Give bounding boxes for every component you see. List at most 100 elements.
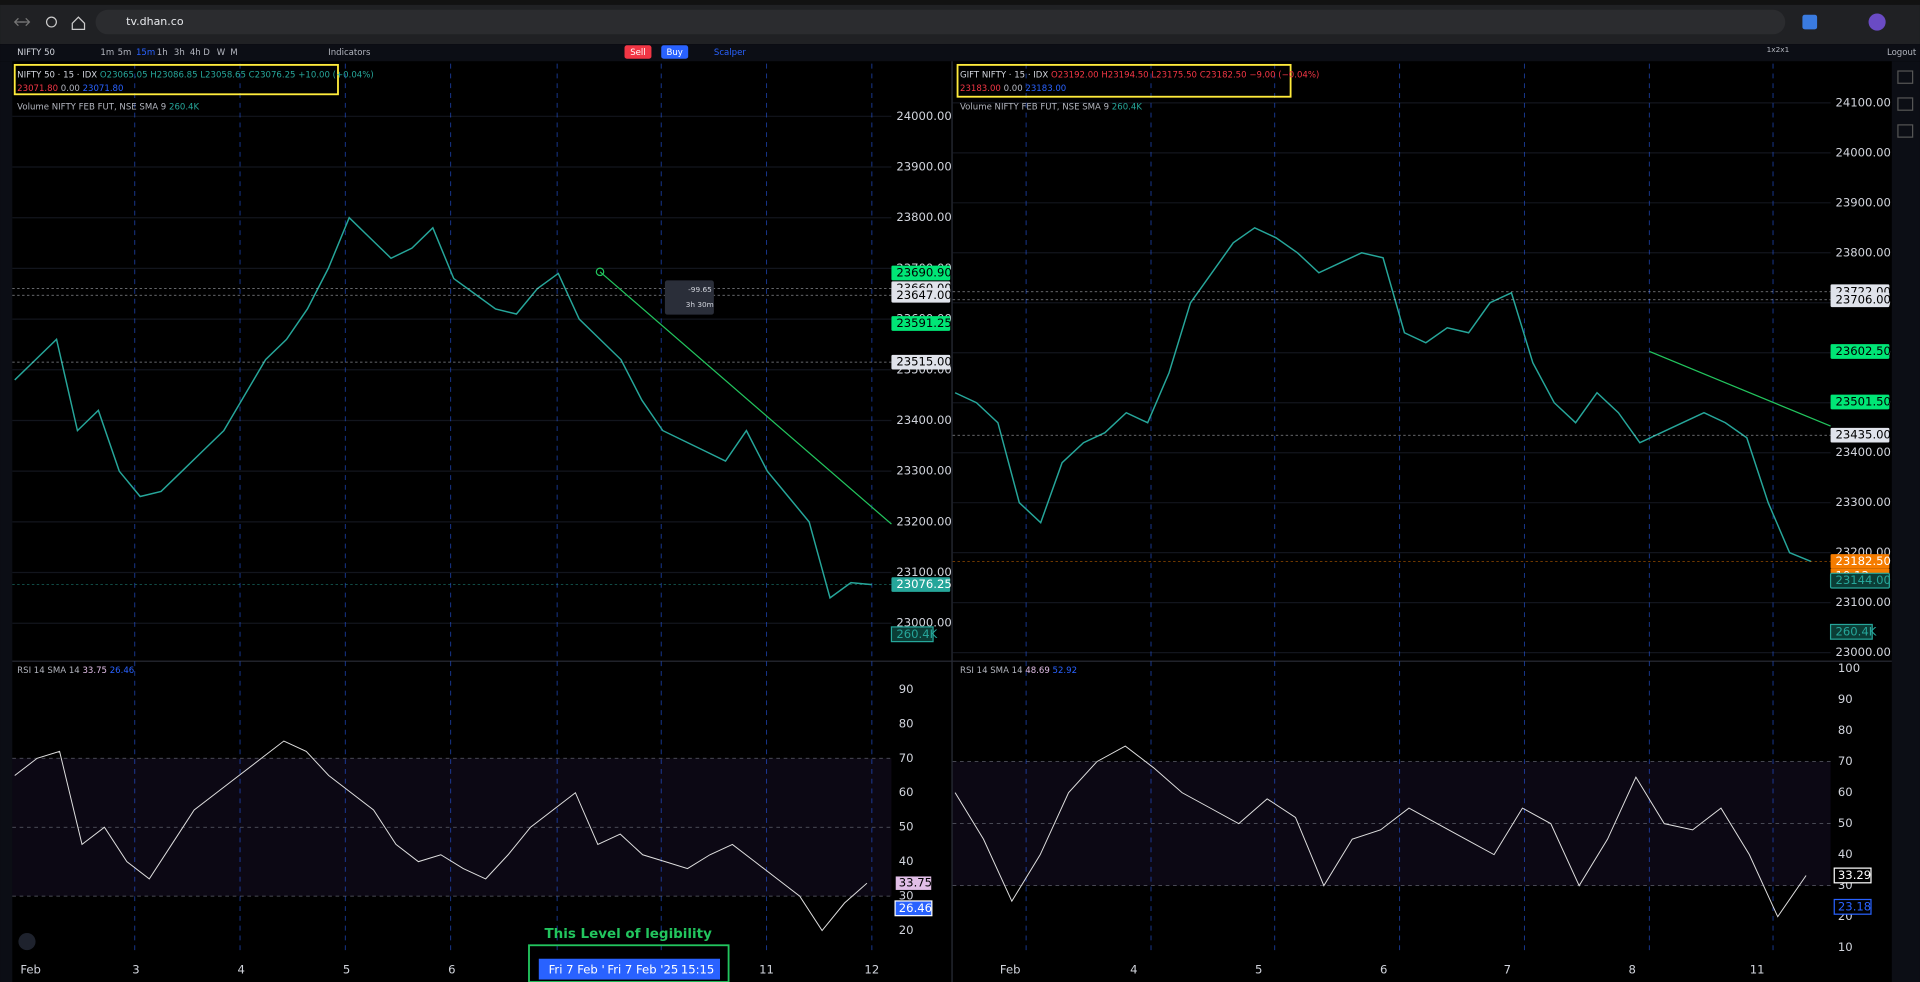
url: tv.dhan.co xyxy=(126,15,184,28)
interval-button[interactable]: 1m xyxy=(100,48,114,58)
price-tick-label: 23900.00 xyxy=(1835,195,1890,209)
rsi-line xyxy=(954,745,1807,918)
legend-highlight xyxy=(956,63,1292,98)
rsi-tick-label: 80 xyxy=(899,716,914,730)
price-tag xyxy=(1830,427,1890,443)
price-tick-label: 23000.00 xyxy=(1835,645,1890,659)
rsi-tag xyxy=(894,875,933,892)
layout-button[interactable]: 1x2x1 xyxy=(1767,45,1790,54)
scalper-button[interactable]: Scalper xyxy=(714,48,746,58)
right-sidebar xyxy=(1891,61,1920,982)
price-tag-label: 23076.25 xyxy=(896,577,951,591)
date-label: 4 xyxy=(238,962,245,976)
date-label: 4 xyxy=(1130,962,1137,976)
rsi-tick-label: 20 xyxy=(899,923,914,937)
reload-button[interactable] xyxy=(45,16,57,28)
interval-button[interactable]: 5m xyxy=(118,48,132,58)
date-label: Feb xyxy=(20,962,41,976)
rsi-tag xyxy=(1833,898,1872,915)
date-label: 8 xyxy=(1629,962,1636,976)
date-label: Feb xyxy=(1000,962,1021,976)
price-tag-label: 23591.25 xyxy=(896,316,951,330)
price-tick-label: 23800.00 xyxy=(896,210,951,224)
interval-button[interactable]: 4h xyxy=(190,48,201,58)
trend-line[interactable] xyxy=(599,271,892,525)
legend: NIFTY 50 · 15 · IDX O23065.05 H23086.85 … xyxy=(17,70,374,80)
price-tag xyxy=(1829,572,1890,589)
crosshair-date: Fri 7 Feb '25 xyxy=(607,962,678,976)
rsi-tick-label: 70 xyxy=(1838,754,1853,768)
price-tick-label: 23100.00 xyxy=(1835,595,1890,609)
price-tag-label: 23690.90 xyxy=(896,266,951,280)
rsi-tag xyxy=(1833,867,1872,884)
legend-item: 48.69 xyxy=(1025,665,1050,675)
interval-button[interactable]: 1h xyxy=(157,48,168,58)
annotation-text: This Level of legibility xyxy=(544,927,712,942)
indicators-button[interactable]: Indicators xyxy=(328,48,371,58)
interval-button[interactable]: 15m xyxy=(136,48,155,58)
rsi-line xyxy=(14,740,868,932)
interval-button[interactable]: M xyxy=(230,48,237,58)
price-tick-label: 23100.00 xyxy=(896,565,951,579)
tv-logo[interactable] xyxy=(18,933,36,951)
rsi-tick-label: 40 xyxy=(1838,847,1853,861)
date-label: 6 xyxy=(448,962,455,976)
logout-button[interactable]: Logout xyxy=(1887,48,1917,58)
legend-item: Volume NIFTY FEB FUT, NSE SMA 9 xyxy=(17,102,166,112)
sell-button[interactable] xyxy=(624,45,652,59)
legend-item: 26.46 xyxy=(110,665,135,675)
price-tag xyxy=(891,265,951,281)
rsi-tick-label: 100 xyxy=(1838,661,1860,675)
address-bar[interactable] xyxy=(95,9,1786,35)
sidebar-icon[interactable] xyxy=(1897,124,1914,138)
rsi-tick-label: 50 xyxy=(899,820,914,834)
legend-item: RSI 14 SMA 14 xyxy=(960,665,1023,675)
price-tick-label: 23200.00 xyxy=(896,514,951,528)
trend-line[interactable] xyxy=(1649,350,1831,427)
price-tick-label: 24000.00 xyxy=(896,109,951,123)
buy-button[interactable] xyxy=(661,45,689,59)
crosshair-label xyxy=(538,958,721,980)
legend-item: C23182.50 xyxy=(1200,70,1247,80)
legend-item: 23071.80 xyxy=(83,84,124,94)
extension-icon[interactable] xyxy=(1802,14,1818,30)
rsi-tick-label: 30 xyxy=(899,889,914,903)
sidebar-icon[interactable] xyxy=(1897,70,1914,84)
legend-item: 260.4K xyxy=(169,102,200,112)
price-tag xyxy=(891,287,951,303)
sell-label: Sell xyxy=(630,48,645,58)
price-tag xyxy=(1830,292,1890,308)
forward-button[interactable] xyxy=(19,17,31,27)
price-tag xyxy=(1830,344,1890,359)
volume-tag xyxy=(1829,623,1873,640)
sidebar-icon[interactable] xyxy=(1897,97,1914,111)
trend-anchor[interactable] xyxy=(595,267,605,277)
price-tick-label: 24000.00 xyxy=(1835,145,1890,159)
rsi-band xyxy=(952,761,1831,886)
left-toolbar xyxy=(0,61,13,982)
price-line xyxy=(954,226,1812,563)
legend-item: 260.4K xyxy=(1112,102,1143,112)
interval-button[interactable]: W xyxy=(217,48,226,58)
rsi-legend: RSI 14 SMA 14 33.75 26.46 xyxy=(17,665,134,675)
volume-tag-label: 260.4K xyxy=(1835,624,1876,638)
volume-tag-label: 260.4K xyxy=(896,627,937,641)
legend-quote: 23183.00 0.00 23183.00 xyxy=(960,84,1066,94)
interval-button[interactable]: D xyxy=(203,48,210,58)
price-tag-label: 23515.00 xyxy=(896,355,951,369)
price-tag xyxy=(891,316,951,331)
price-tick-label: 24100.00 xyxy=(1835,95,1890,109)
price-tick-label: 23300.00 xyxy=(1835,495,1890,509)
profile-icon[interactable] xyxy=(1868,13,1886,31)
rsi-tick-label: 10 xyxy=(1838,940,1853,954)
date-label: 3 xyxy=(132,962,139,976)
rsi-tag-label: 33.29 xyxy=(1838,868,1871,882)
date-label: 11 xyxy=(1750,962,1765,976)
symbol[interactable]: NIFTY 50 xyxy=(17,48,55,58)
price-tag xyxy=(1830,554,1890,569)
volume-tag xyxy=(890,626,934,643)
legend-item: C23076.25 xyxy=(249,70,296,80)
home-button[interactable] xyxy=(71,16,86,30)
interval-button[interactable]: 3h xyxy=(174,48,185,58)
